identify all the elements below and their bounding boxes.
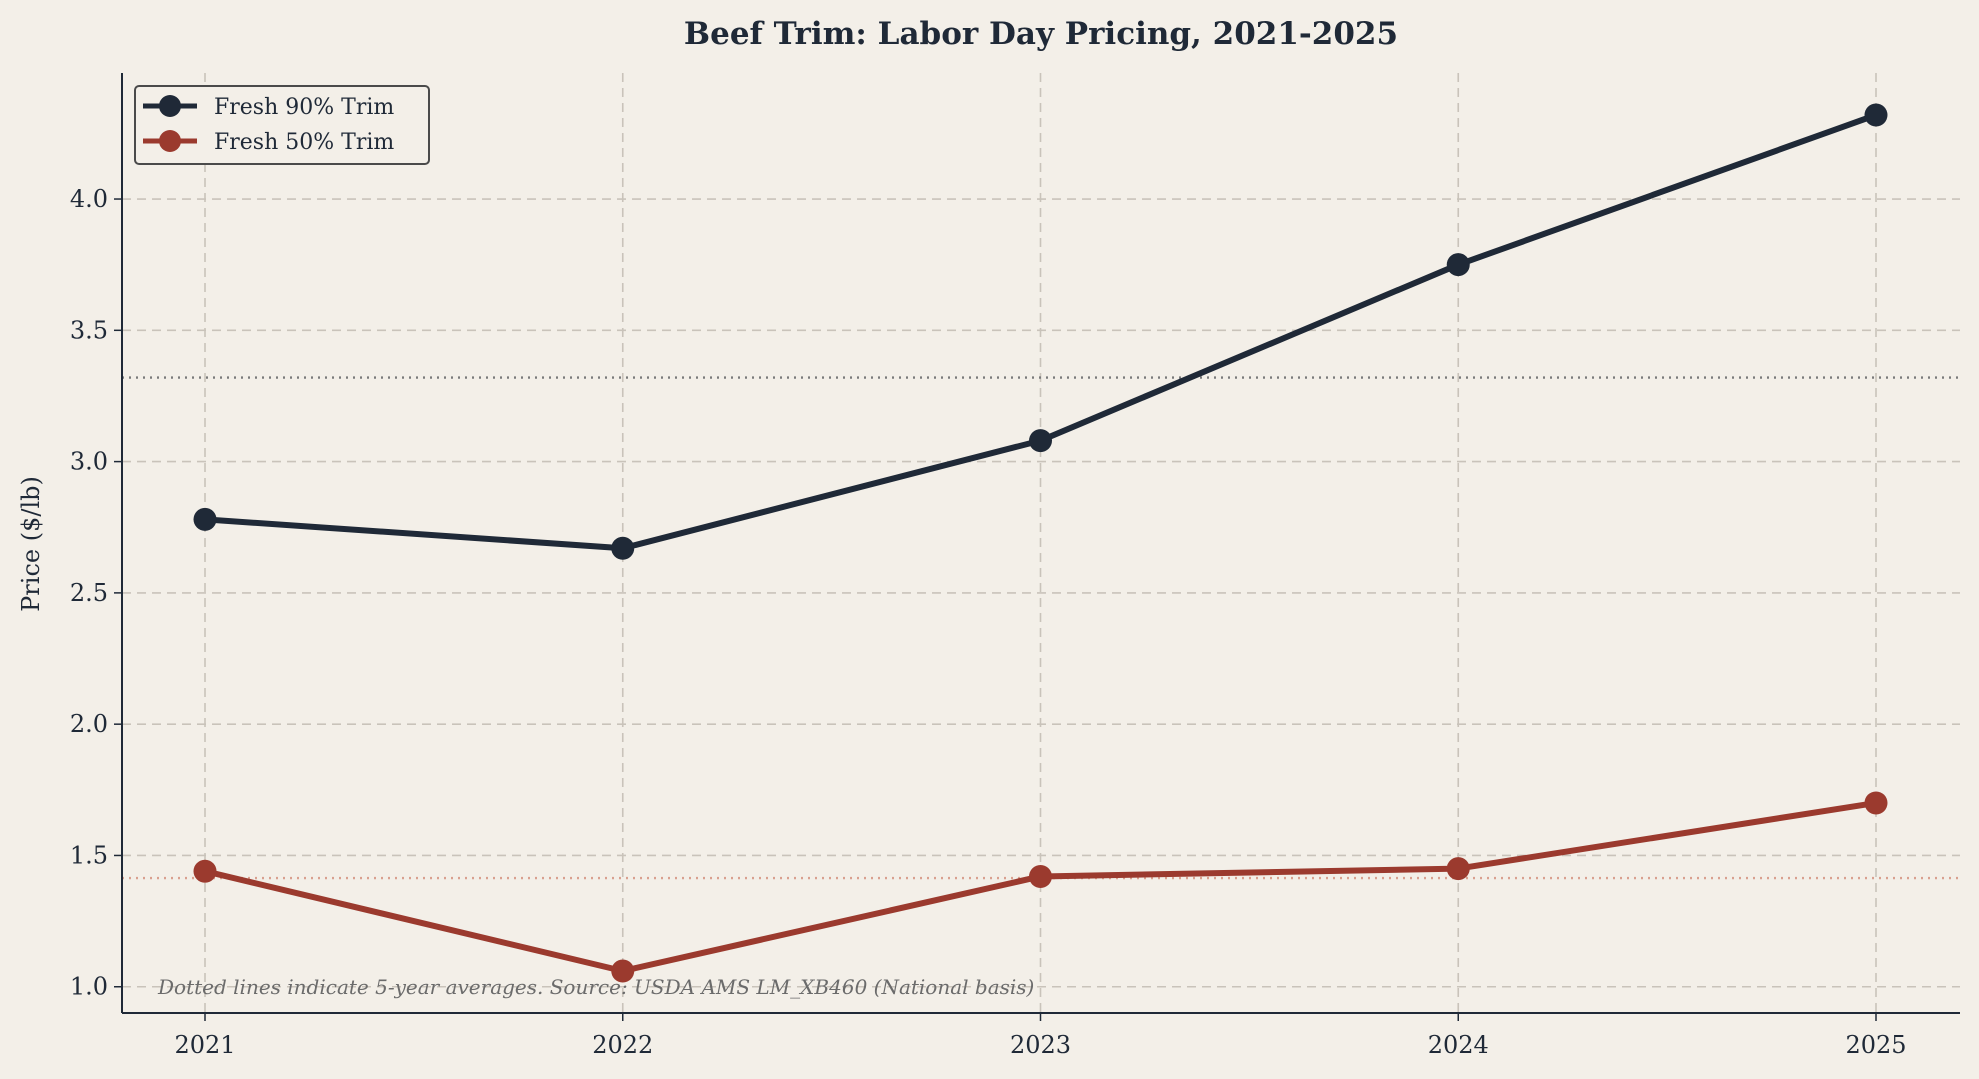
data-point-0-1 bbox=[611, 536, 635, 560]
y-tick-label-4: 3.0 bbox=[70, 448, 108, 476]
y-tick-label-5: 3.5 bbox=[70, 316, 108, 344]
series-1 bbox=[193, 791, 1888, 983]
legend-marker-90 bbox=[159, 95, 181, 117]
y-axis-label: Price ($/lb) bbox=[17, 476, 45, 612]
data-point-1-3 bbox=[1446, 857, 1470, 881]
legend-entry-0: Fresh 90% Trim bbox=[143, 95, 394, 120]
tick-labels: 1.0 1.5 2.0 2.5 3.0 3.5 4.0 2021 2022 2023 2024 202… bbox=[70, 185, 1907, 1059]
legend-frame bbox=[134, 85, 430, 165]
y-tick-label-1: 1.5 bbox=[70, 841, 108, 869]
x-tick-label-2: 2023 bbox=[1010, 1031, 1071, 1059]
grid bbox=[122, 73, 1960, 1013]
x-tick-label-3: 2024 bbox=[1428, 1031, 1489, 1059]
data-point-0-3 bbox=[1446, 253, 1470, 277]
legend-entry-1: Fresh 50% Trim bbox=[143, 130, 394, 155]
axes bbox=[114, 73, 1960, 1021]
x-tick-label-4: 2025 bbox=[1845, 1031, 1906, 1059]
series-0 bbox=[193, 103, 1888, 560]
data-point-0-0 bbox=[193, 507, 217, 531]
y-tick-label-6: 4.0 bbox=[70, 185, 108, 213]
legend-label-50: Fresh 50% Trim bbox=[214, 130, 394, 155]
y-tick-label-0: 1.0 bbox=[70, 973, 108, 1001]
data-point-1-4 bbox=[1864, 791, 1888, 815]
data-point-1-1 bbox=[611, 959, 635, 983]
x-tick-label-0: 2021 bbox=[174, 1031, 235, 1059]
footnote-annotation: Dotted lines indicate 5-year averages. S… bbox=[157, 975, 1034, 999]
data-point-1-0 bbox=[193, 859, 217, 883]
data-point-0-2 bbox=[1029, 429, 1052, 453]
y-tick-label-3: 2.5 bbox=[70, 579, 108, 607]
x-tick-label-1: 2022 bbox=[592, 1031, 653, 1059]
series bbox=[193, 103, 1888, 983]
data-point-1-2 bbox=[1029, 864, 1052, 888]
chart-title: Beef Trim: Labor Day Pricing, 2021-2025 bbox=[684, 16, 1398, 52]
data-point-0-4 bbox=[1864, 103, 1888, 127]
legend: Fresh 90% Trim Fresh 50% Trim bbox=[134, 85, 430, 165]
y-tick-label-2: 2.0 bbox=[70, 710, 108, 738]
legend-marker-50 bbox=[159, 130, 181, 152]
legend-label-90: Fresh 90% Trim bbox=[214, 95, 394, 120]
